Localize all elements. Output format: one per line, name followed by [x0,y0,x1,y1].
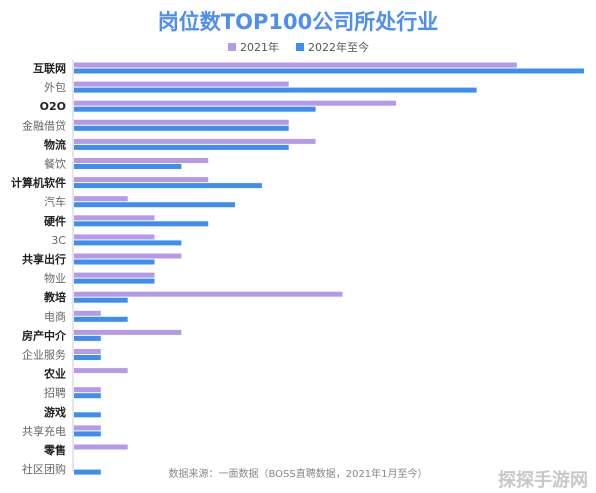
category-label: 餐饮 [44,157,66,171]
bar-2021-12 [74,291,343,297]
bar-2021-4 [74,138,316,144]
bar-2022-17 [74,393,101,399]
bar-2022-7 [74,202,236,208]
legend-label-2021: 2021年 [240,40,279,54]
bar-2021-15 [74,349,101,354]
category-label: 共享充电 [22,424,66,438]
bar-2022-11 [74,278,155,284]
category-label: 物业 [44,271,66,285]
legend: 2021年 2022年至今 [228,40,369,54]
bar-2022-0 [74,68,584,74]
bar-2022-4 [74,144,289,150]
bar-2022-18 [74,412,101,418]
bar-2021-17 [74,387,101,393]
bar-2022-12 [74,297,128,303]
category-label: 汽车 [44,195,66,209]
bar-2021-16 [74,368,128,374]
source-note: 数据来源：一面数据（BOSS直聘数据，2021年1月至今） [168,467,427,480]
category-label: 互联网 [33,61,66,75]
bar-2022-3 [74,125,289,131]
bar-2022-6 [74,183,262,189]
bar-2021-11 [74,272,155,278]
bar-2022-21 [74,469,101,475]
bar-2021-20 [74,444,128,450]
bar-2021-5 [74,158,209,163]
bar-2022-15 [74,355,101,360]
bar-2021-14 [74,329,182,335]
category-label: 房产中介 [22,328,67,342]
category-label: 共享出行 [22,252,66,266]
legend-swatch-2021 [228,43,236,51]
category-label: O2O [40,100,66,113]
bar-2022-9 [74,240,182,246]
category-label: 金融借贷 [22,118,66,132]
legend-swatch-2022 [296,43,304,51]
bar-2022-2 [74,106,316,112]
bar-2022-5 [74,164,182,169]
category-label: 3C [51,234,66,247]
category-label: 企业服务 [22,348,66,362]
bar-2021-8 [74,215,155,221]
chart-title: 岗位数TOP100公司所处行业 [158,10,438,34]
bar-2021-10 [74,253,182,259]
bar-2021-1 [74,81,289,87]
bar-2021-7 [74,196,128,202]
category-label: 外包 [44,81,66,94]
bar-2021-6 [74,177,209,183]
bar-2021-2 [74,100,397,106]
bar-2021-0 [74,62,517,68]
bar-2021-9 [74,234,155,240]
category-label: 招聘 [44,386,66,400]
legend-label-2022: 2022年至今 [308,40,369,54]
bar-2022-19 [74,431,101,437]
category-label: 硬件 [44,214,66,228]
bar-2021-3 [74,119,289,125]
bar-2021-19 [74,425,101,431]
category-label: 游戏 [44,405,66,419]
bar-2022-1 [74,87,477,93]
bar-2022-14 [74,335,101,341]
bar-2021-13 [74,310,101,316]
category-label: 教培 [43,290,66,304]
watermark-logo: 探探手游网 [498,469,588,491]
category-label: 社区团购 [22,462,66,476]
bar-2022-10 [74,259,155,265]
category-label: 零售 [43,443,66,457]
category-label: 农业 [43,367,66,381]
bar-2022-8 [74,221,209,227]
bar-2022-13 [74,316,128,322]
bars-group [74,62,584,475]
category-label: 电商 [44,309,66,323]
category-label: 物流 [44,137,66,151]
category-label: 计算机软件 [11,176,66,190]
